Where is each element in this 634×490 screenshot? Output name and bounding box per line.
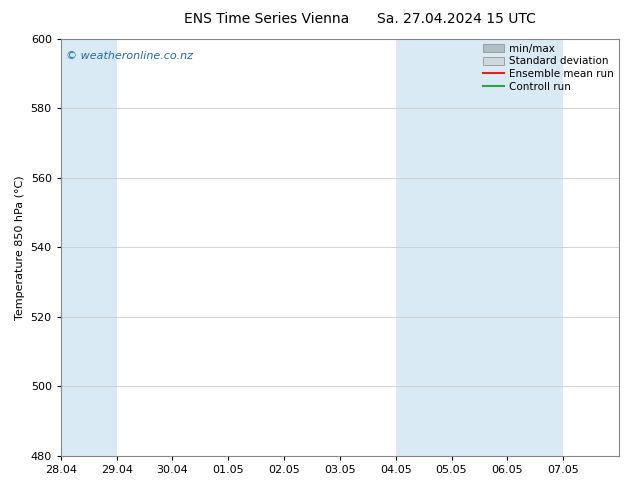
Bar	[61, 39, 117, 456]
Y-axis label: Temperature 850 hPa (°C): Temperature 850 hPa (°C)	[15, 175, 25, 319]
Text: © weatheronline.co.nz: © weatheronline.co.nz	[67, 51, 193, 61]
Legend: min/max, Standard deviation, Ensemble mean run, Controll run: min/max, Standard deviation, Ensemble me…	[481, 42, 616, 94]
Bar	[451, 39, 507, 456]
Bar	[396, 39, 451, 456]
Text: Sa. 27.04.2024 15 UTC: Sa. 27.04.2024 15 UTC	[377, 12, 536, 26]
Bar	[507, 39, 563, 456]
Text: ENS Time Series Vienna: ENS Time Series Vienna	[184, 12, 349, 26]
